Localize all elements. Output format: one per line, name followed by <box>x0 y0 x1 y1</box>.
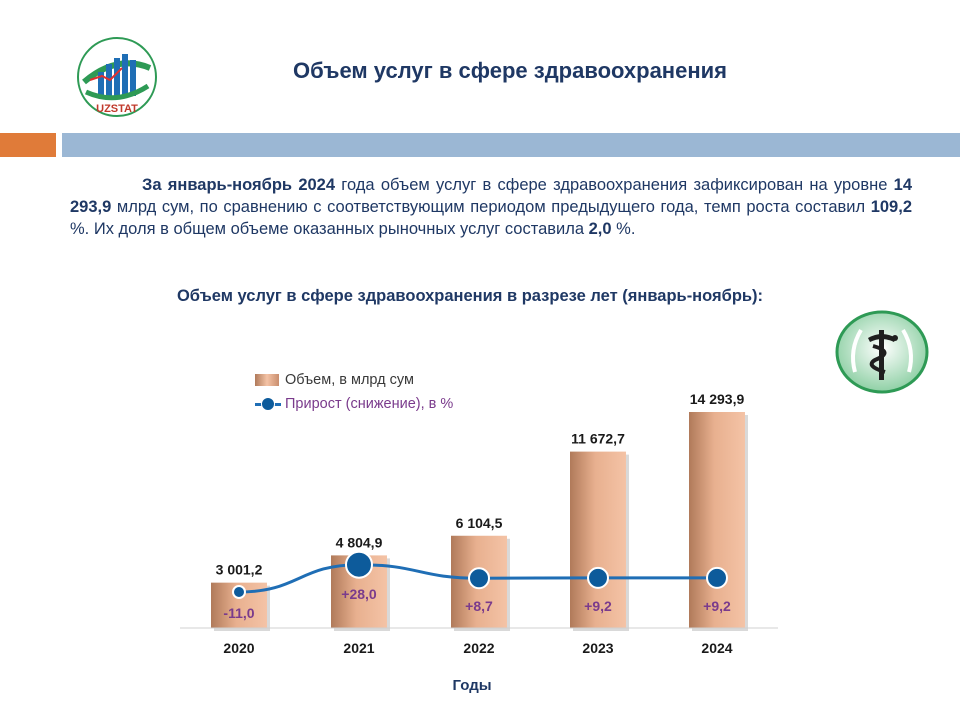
x-tick-label: 2023 <box>582 640 613 656</box>
bar-value-label: 4 804,9 <box>336 534 383 550</box>
intro-share: 2,0 <box>588 220 612 238</box>
legend-label-growth: Прирост (снижение), в % <box>285 396 454 412</box>
x-tick-label: 2024 <box>701 640 732 656</box>
x-tick-label: 2021 <box>343 640 374 656</box>
accent-bar-blue <box>62 133 960 157</box>
medical-caduceus-icon <box>835 310 929 394</box>
intro-lead: За январь-ноябрь 2024 <box>142 176 336 194</box>
growth-point-2023 <box>587 566 609 589</box>
growth-point-2020 <box>232 585 246 599</box>
intro-text-1: года объем услуг в сфере здравоохранения… <box>335 176 894 194</box>
x-tick-label: 2022 <box>463 640 494 656</box>
x-tick-label: 2020 <box>223 640 254 656</box>
growth-value-label: +8,7 <box>465 598 493 614</box>
growth-value-label: -11,0 <box>223 605 254 621</box>
growth-value-label: +28,0 <box>341 586 377 602</box>
logo-text: UZSTAT <box>96 103 138 115</box>
intro-text-2: млрд сум, по сравнению с соответствующим… <box>111 198 871 216</box>
chart-title: Объем услуг в сфере здравоохранения в ра… <box>176 287 764 305</box>
accent-bar-orange <box>0 133 56 157</box>
growth-point-2021 <box>345 550 373 579</box>
legend-item-growth: Прирост (снижение), в % <box>255 392 453 416</box>
page-title: Объем услуг в сфере здравоохранения <box>293 58 727 83</box>
intro-text-4: %. <box>611 220 636 238</box>
intro-value: 14 293,9 <box>70 176 912 216</box>
intro-paragraph: За январь-ноябрь 2024 года объем услуг в… <box>70 174 912 240</box>
bar-2023 <box>570 451 626 628</box>
growth-value-label: +9,2 <box>703 598 731 614</box>
chart-legend: Объем, в млрд сум Прирост (снижение), в … <box>255 368 453 416</box>
bar-value-label: 3 001,2 <box>216 562 263 578</box>
bar-2024 <box>689 412 745 628</box>
legend-swatch-bar <box>255 374 279 386</box>
bar-value-label: 14 293,9 <box>690 391 745 407</box>
bar-value-label: 6 104,5 <box>456 515 503 531</box>
bar-value-label: 11 672,7 <box>571 431 625 447</box>
uzstat-logo-icon: UZSTAT <box>77 37 157 117</box>
legend-label-volume: Объем, в млрд сум <box>285 372 414 388</box>
intro-text-3: %. Их доля в общем объеме оказанных рыно… <box>70 220 589 238</box>
intro-rate: 109,2 <box>870 198 912 216</box>
growth-point-2022 <box>468 567 490 590</box>
legend-swatch-line <box>255 396 281 412</box>
growth-point-2024 <box>706 566 728 589</box>
legend-item-volume: Объем, в млрд сум <box>255 368 453 392</box>
x-axis-label: Годы <box>452 677 491 694</box>
growth-value-label: +9,2 <box>584 598 612 614</box>
